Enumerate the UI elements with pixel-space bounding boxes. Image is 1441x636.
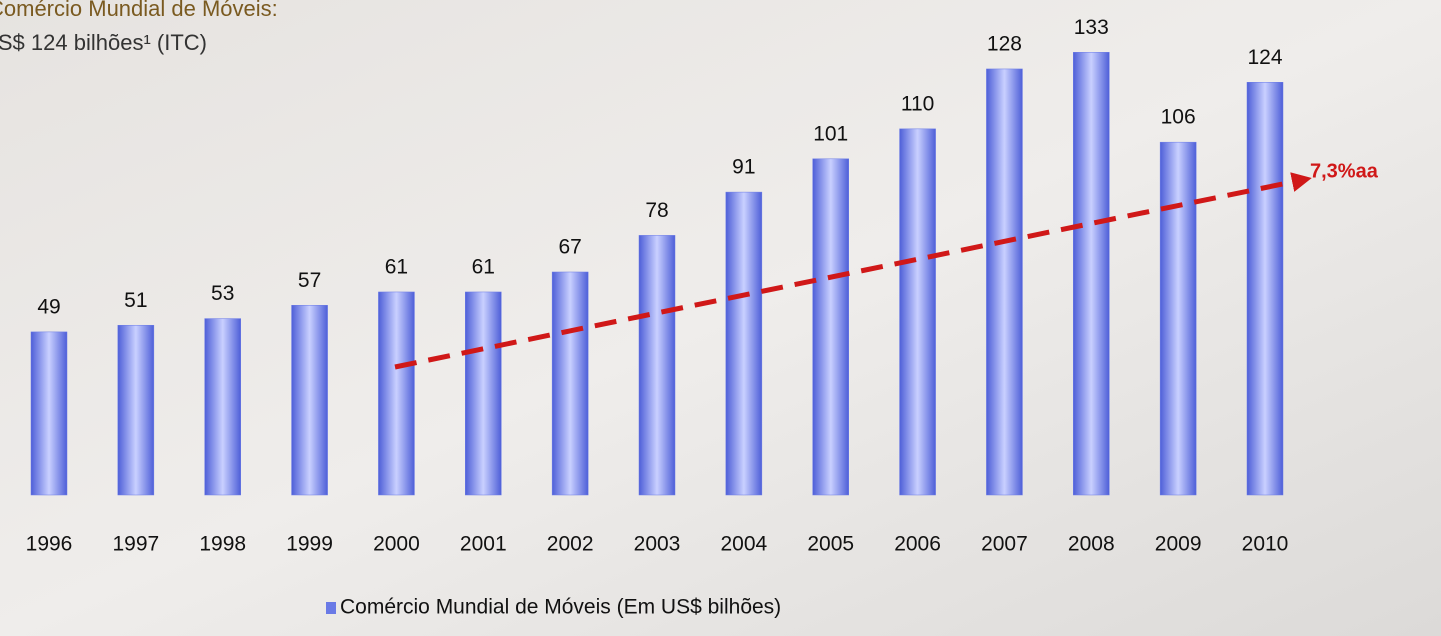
x-tick-label: 2001 [460, 533, 507, 556]
bar [204, 318, 241, 496]
bar [551, 271, 589, 496]
bar [30, 331, 68, 496]
trend-line [394, 172, 1312, 370]
x-tick-label: 2006 [894, 533, 941, 556]
value-label: 61 [472, 256, 495, 279]
value-label: 110 [901, 92, 934, 115]
value-label: 133 [1074, 16, 1109, 39]
x-tick-label: 2010 [1242, 533, 1289, 556]
bar [1073, 52, 1110, 496]
bar [638, 235, 676, 496]
bar [725, 191, 763, 496]
value-label: 57 [298, 269, 321, 292]
value-label: 78 [645, 199, 668, 222]
x-tick-label: 2007 [981, 533, 1028, 556]
bar [291, 305, 328, 496]
trend-annotation: 7,3%aa [1310, 160, 1379, 182]
legend-swatch [326, 602, 336, 614]
x-tick-label: 2000 [373, 533, 420, 556]
value-label: 49 [37, 295, 60, 318]
value-label: 91 [732, 156, 755, 179]
x-tick-label: 2009 [1155, 533, 1202, 556]
chart-subtitle: US$ 124 bilhões¹ (ITC) [0, 30, 207, 55]
bar [378, 291, 415, 496]
bar [117, 324, 155, 496]
value-label: 128 [987, 32, 1022, 55]
value-label: 106 [1161, 106, 1196, 129]
bar [812, 158, 849, 496]
x-tick-label: 1999 [286, 533, 333, 556]
legend-label: Comércio Mundial de Móveis (Em US$ bilhõ… [340, 596, 781, 619]
bar [899, 128, 936, 496]
x-tick-label: 2005 [807, 533, 854, 556]
value-label: 51 [124, 289, 147, 312]
value-label: 61 [385, 256, 408, 279]
value-label: 101 [813, 122, 848, 145]
x-tick-label: 2008 [1068, 533, 1115, 556]
bar [1159, 141, 1197, 496]
bar [986, 68, 1023, 496]
bar [465, 291, 502, 496]
value-label: 53 [211, 282, 234, 305]
x-tick-label: 1997 [112, 533, 159, 556]
x-tick-label: 2004 [720, 533, 767, 556]
x-tick-label: 1996 [26, 533, 73, 556]
value-label: 67 [558, 236, 581, 259]
x-tick-label: 2003 [634, 533, 681, 556]
x-tick-label: 1998 [199, 533, 246, 556]
x-tick-label: 2002 [547, 533, 594, 556]
value-label: 124 [1247, 46, 1282, 69]
chart-title: Comércio Mundial de Móveis: [0, 0, 278, 21]
bar [1246, 82, 1284, 496]
